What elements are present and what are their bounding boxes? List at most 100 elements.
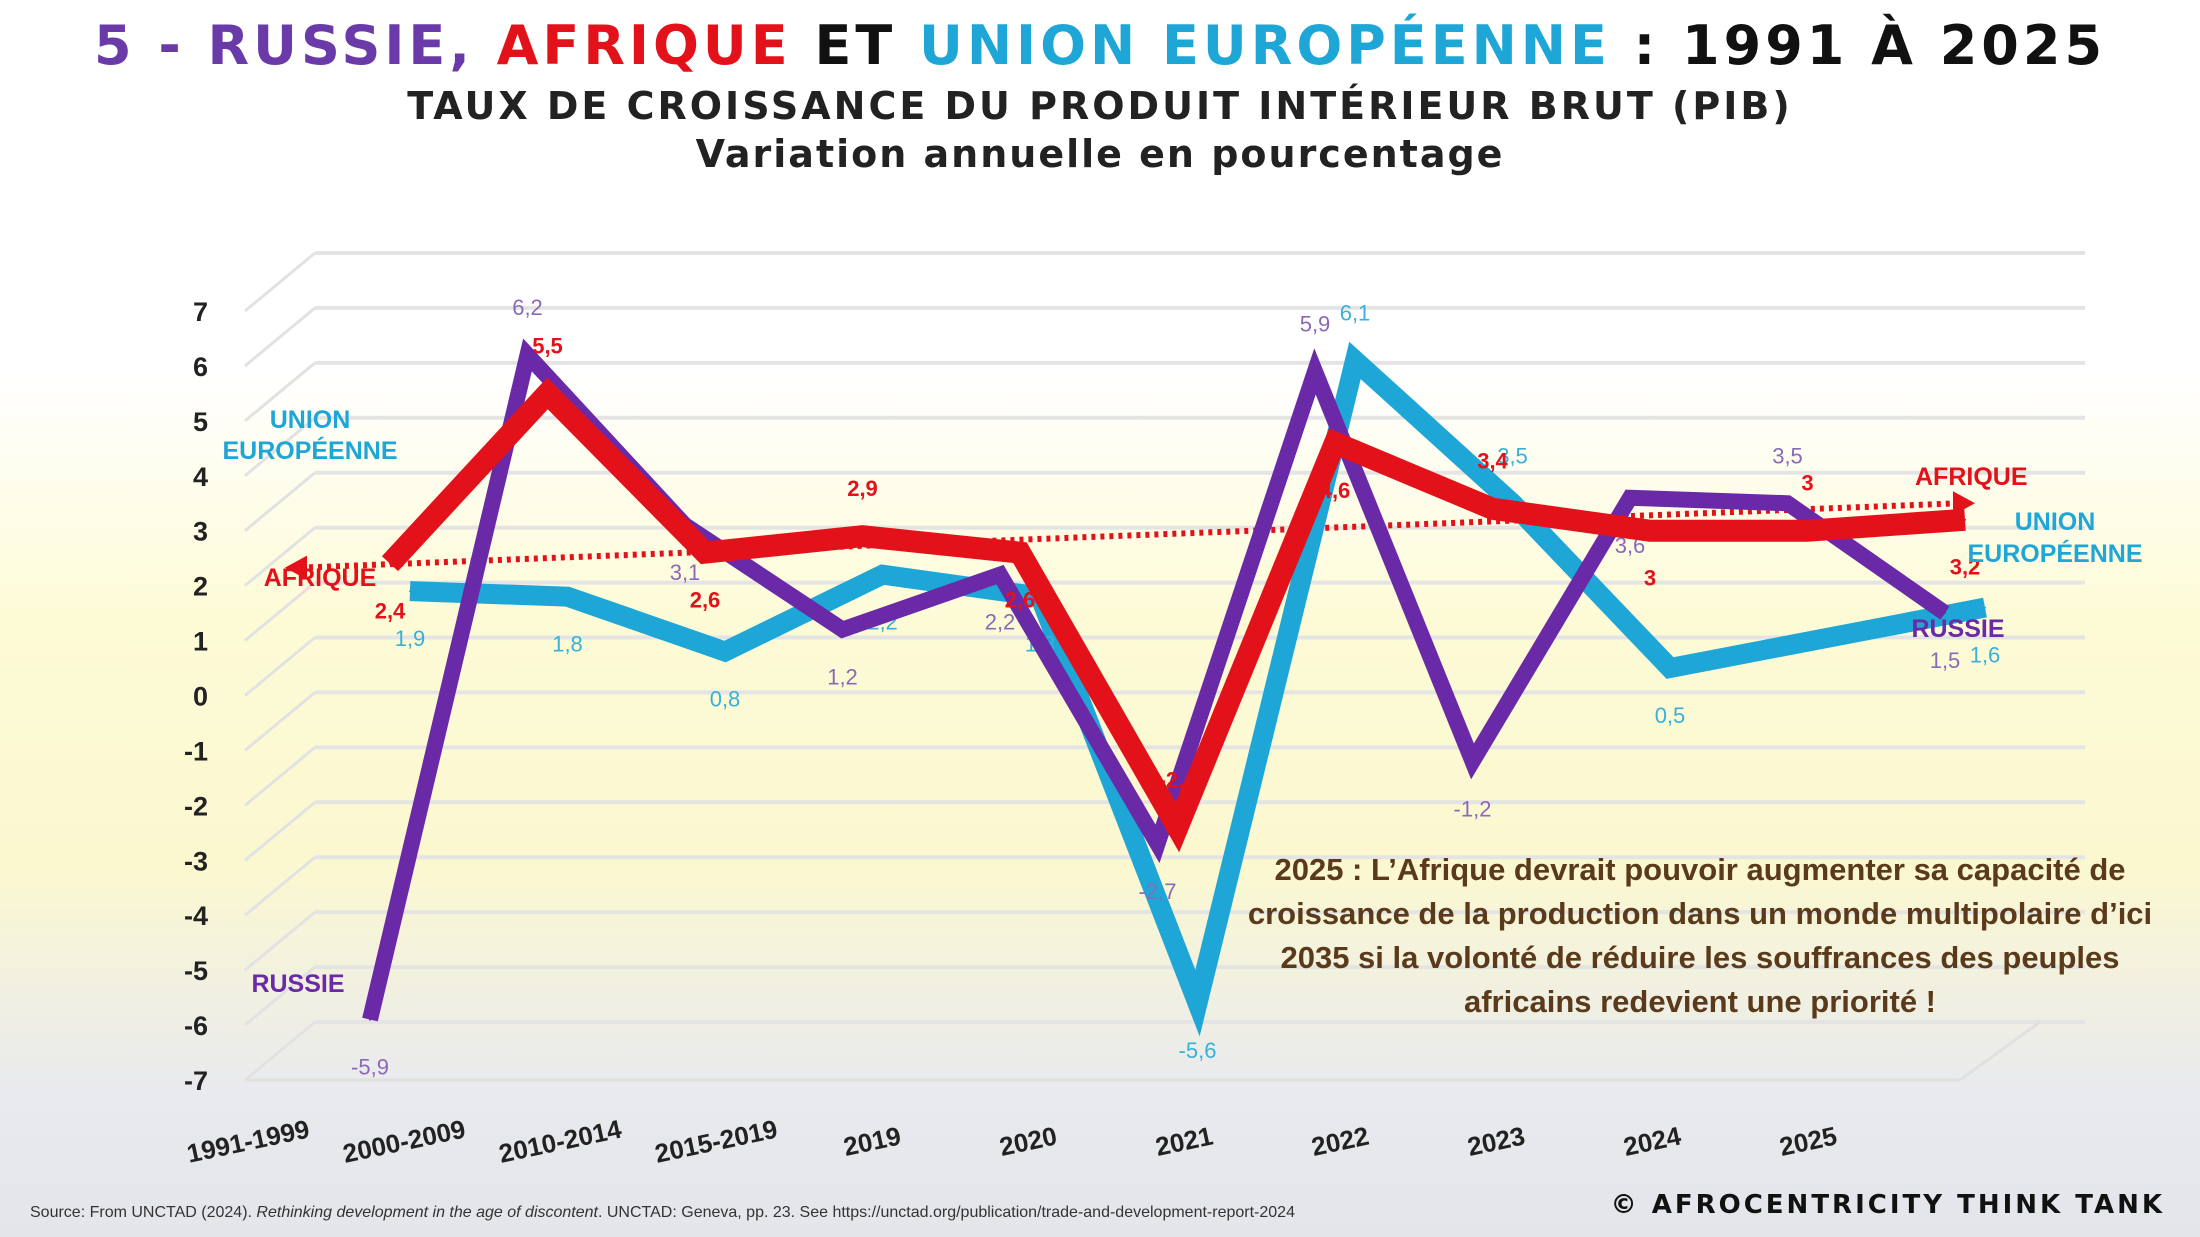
- data-label-ue: -5,6: [1179, 1038, 1217, 1063]
- data-point-ue: [1669, 667, 1671, 670]
- series-label-afrique-right: AFRIQUE: [1915, 463, 2028, 491]
- source-prefix: Source: From UNCTAD (2024).: [30, 1204, 257, 1221]
- title-ue: UNION EUROPÉENNE: [918, 14, 1634, 77]
- data-label-afrique: 5,5: [532, 333, 563, 358]
- y-tick-label: -3: [184, 846, 208, 876]
- data-point-russie: [1156, 842, 1159, 845]
- y-tick-label: 7: [193, 297, 208, 327]
- copyright: © AFROCENTRICITY THINK TANK: [1610, 1190, 2165, 1220]
- x-tick-label: 2020: [997, 1121, 1060, 1162]
- data-label-russie: 5,9: [1300, 311, 1331, 336]
- data-point-russie: [1786, 502, 1789, 505]
- data-label-afrique: -2,4: [1159, 767, 1198, 792]
- data-point-afrique: [861, 535, 864, 538]
- grid-depth-line: [244, 910, 316, 972]
- data-label-russie: -2,7: [1139, 879, 1177, 904]
- data-label-russie: 6,2: [512, 295, 543, 320]
- x-tick-label: 1991-1999: [184, 1114, 312, 1169]
- data-label-afrique: 2,9: [847, 476, 878, 501]
- x-tick-label: 2024: [1621, 1120, 1684, 1161]
- series-label-ue-left: UNION: [270, 406, 351, 434]
- data-point-ue: [566, 595, 569, 598]
- data-label-russie: 3,1: [670, 560, 701, 585]
- data-point-afrique: [1806, 529, 1809, 532]
- series-label-ue-right: EUROPÉENNE: [1967, 539, 2142, 568]
- x-tick-label: 2000-2009: [340, 1114, 468, 1169]
- y-tick-label: 1: [193, 627, 208, 657]
- data-label-afrique: 2,6: [1005, 588, 1036, 613]
- data-point-ue: [1354, 359, 1356, 362]
- afrique-trendline: [299, 500, 1961, 571]
- y-tick-label: 4: [193, 462, 208, 492]
- grid-depth-line: [244, 965, 316, 1027]
- y-tick-label: -5: [184, 956, 208, 986]
- x-tick-label: 2015-2019: [652, 1114, 780, 1169]
- data-label-afrique: 3,2: [1950, 555, 1981, 580]
- source-title: Rethinking development in the age of dis…: [256, 1204, 598, 1221]
- y-tick-label: -7: [184, 1066, 208, 1096]
- data-point-russie: [1314, 370, 1316, 373]
- data-point-ue: [1984, 606, 1986, 609]
- data-point-ue: [409, 590, 411, 593]
- data-point-russie: [1629, 496, 1631, 499]
- title-afrique: AFRIQUE: [496, 14, 815, 77]
- data-point-russie: [526, 353, 529, 356]
- title-et: ET: [814, 14, 919, 77]
- data-label-ue: 3,5: [1497, 443, 1528, 468]
- grid-depth-line: [244, 746, 316, 807]
- grid-depth-line: [244, 636, 316, 697]
- data-point-afrique: [1334, 441, 1336, 444]
- grid-depth-line: [244, 416, 316, 477]
- title-years: : 1991 À 2025: [1633, 14, 2107, 77]
- series-label-afrique-left: AFRIQUE: [264, 564, 377, 592]
- y-tick-label: -4: [184, 901, 208, 931]
- x-tick-label: 2023: [1465, 1121, 1528, 1162]
- data-label-russie: 1,2: [827, 665, 858, 690]
- data-label-ue: 1,9: [395, 626, 426, 651]
- data-label-russie: 3,5: [1772, 443, 1803, 468]
- data-point-ue: [881, 573, 884, 576]
- x-tick-label: 2022: [1309, 1121, 1372, 1162]
- data-label-ue: 0,5: [1655, 703, 1686, 728]
- series-label-russie-left: RUSSIE: [251, 970, 344, 998]
- data-label-afrique: 4,6: [1320, 478, 1351, 503]
- y-tick-label: 3: [193, 517, 208, 547]
- title-russie: RUSSIE,: [207, 14, 497, 77]
- trend-arrow-left-icon: [285, 555, 307, 580]
- y-tick-label: 0: [193, 682, 208, 712]
- x-tick-label: 2019: [841, 1121, 904, 1162]
- data-point-afrique: [389, 562, 391, 565]
- grid-depth-line: [244, 1020, 316, 1082]
- data-label-russie: -1,2: [1454, 796, 1492, 821]
- annotation: 2025 : L’Afrique devrait pouvoir augment…: [1247, 852, 2153, 1019]
- data-point-ue: [724, 650, 726, 653]
- x-tick-label: 2021: [1153, 1121, 1216, 1162]
- subtitle-unit: Variation annuelle en pourcentage: [695, 132, 1505, 176]
- data-point-afrique: [1019, 551, 1021, 554]
- data-point-afrique: [704, 551, 706, 554]
- source-note: Source: From UNCTAD (2024). Rethinking d…: [30, 1204, 1295, 1222]
- chart-title: 5 - RUSSIE, AFRIQUE ET UNION EUROPÉENNE …: [0, 14, 2200, 77]
- x-axis-depth: [1959, 1020, 2041, 1082]
- data-label-russie: 1,5: [1930, 648, 1961, 673]
- grid-depth-line: [244, 691, 316, 752]
- grid-depth-line: [244, 251, 316, 313]
- grid-depth-line: [244, 801, 316, 862]
- y-tick-label: 5: [193, 407, 208, 437]
- data-point-afrique: [1649, 529, 1651, 532]
- data-label-ue: 0,8: [710, 687, 741, 712]
- data-label-afrique: 2,6: [690, 588, 721, 613]
- data-point-russie: [369, 1018, 371, 1021]
- grid-depth-line: [244, 526, 316, 587]
- series-label-ue-left: EUROPÉENNE: [222, 436, 397, 465]
- y-tick-label: -6: [184, 1011, 208, 1041]
- y-tick-label: 2: [193, 572, 208, 602]
- data-point-russie: [1471, 760, 1474, 763]
- series-label-ue-right: UNION: [2015, 508, 2096, 536]
- grid-depth-line: [244, 581, 316, 642]
- data-label-ue: 1,6: [1970, 643, 2001, 668]
- grid-depth-line: [244, 856, 316, 917]
- grid-depth-line: [244, 306, 316, 368]
- data-point-ue: [1196, 1002, 1199, 1005]
- data-point-afrique: [1491, 507, 1494, 510]
